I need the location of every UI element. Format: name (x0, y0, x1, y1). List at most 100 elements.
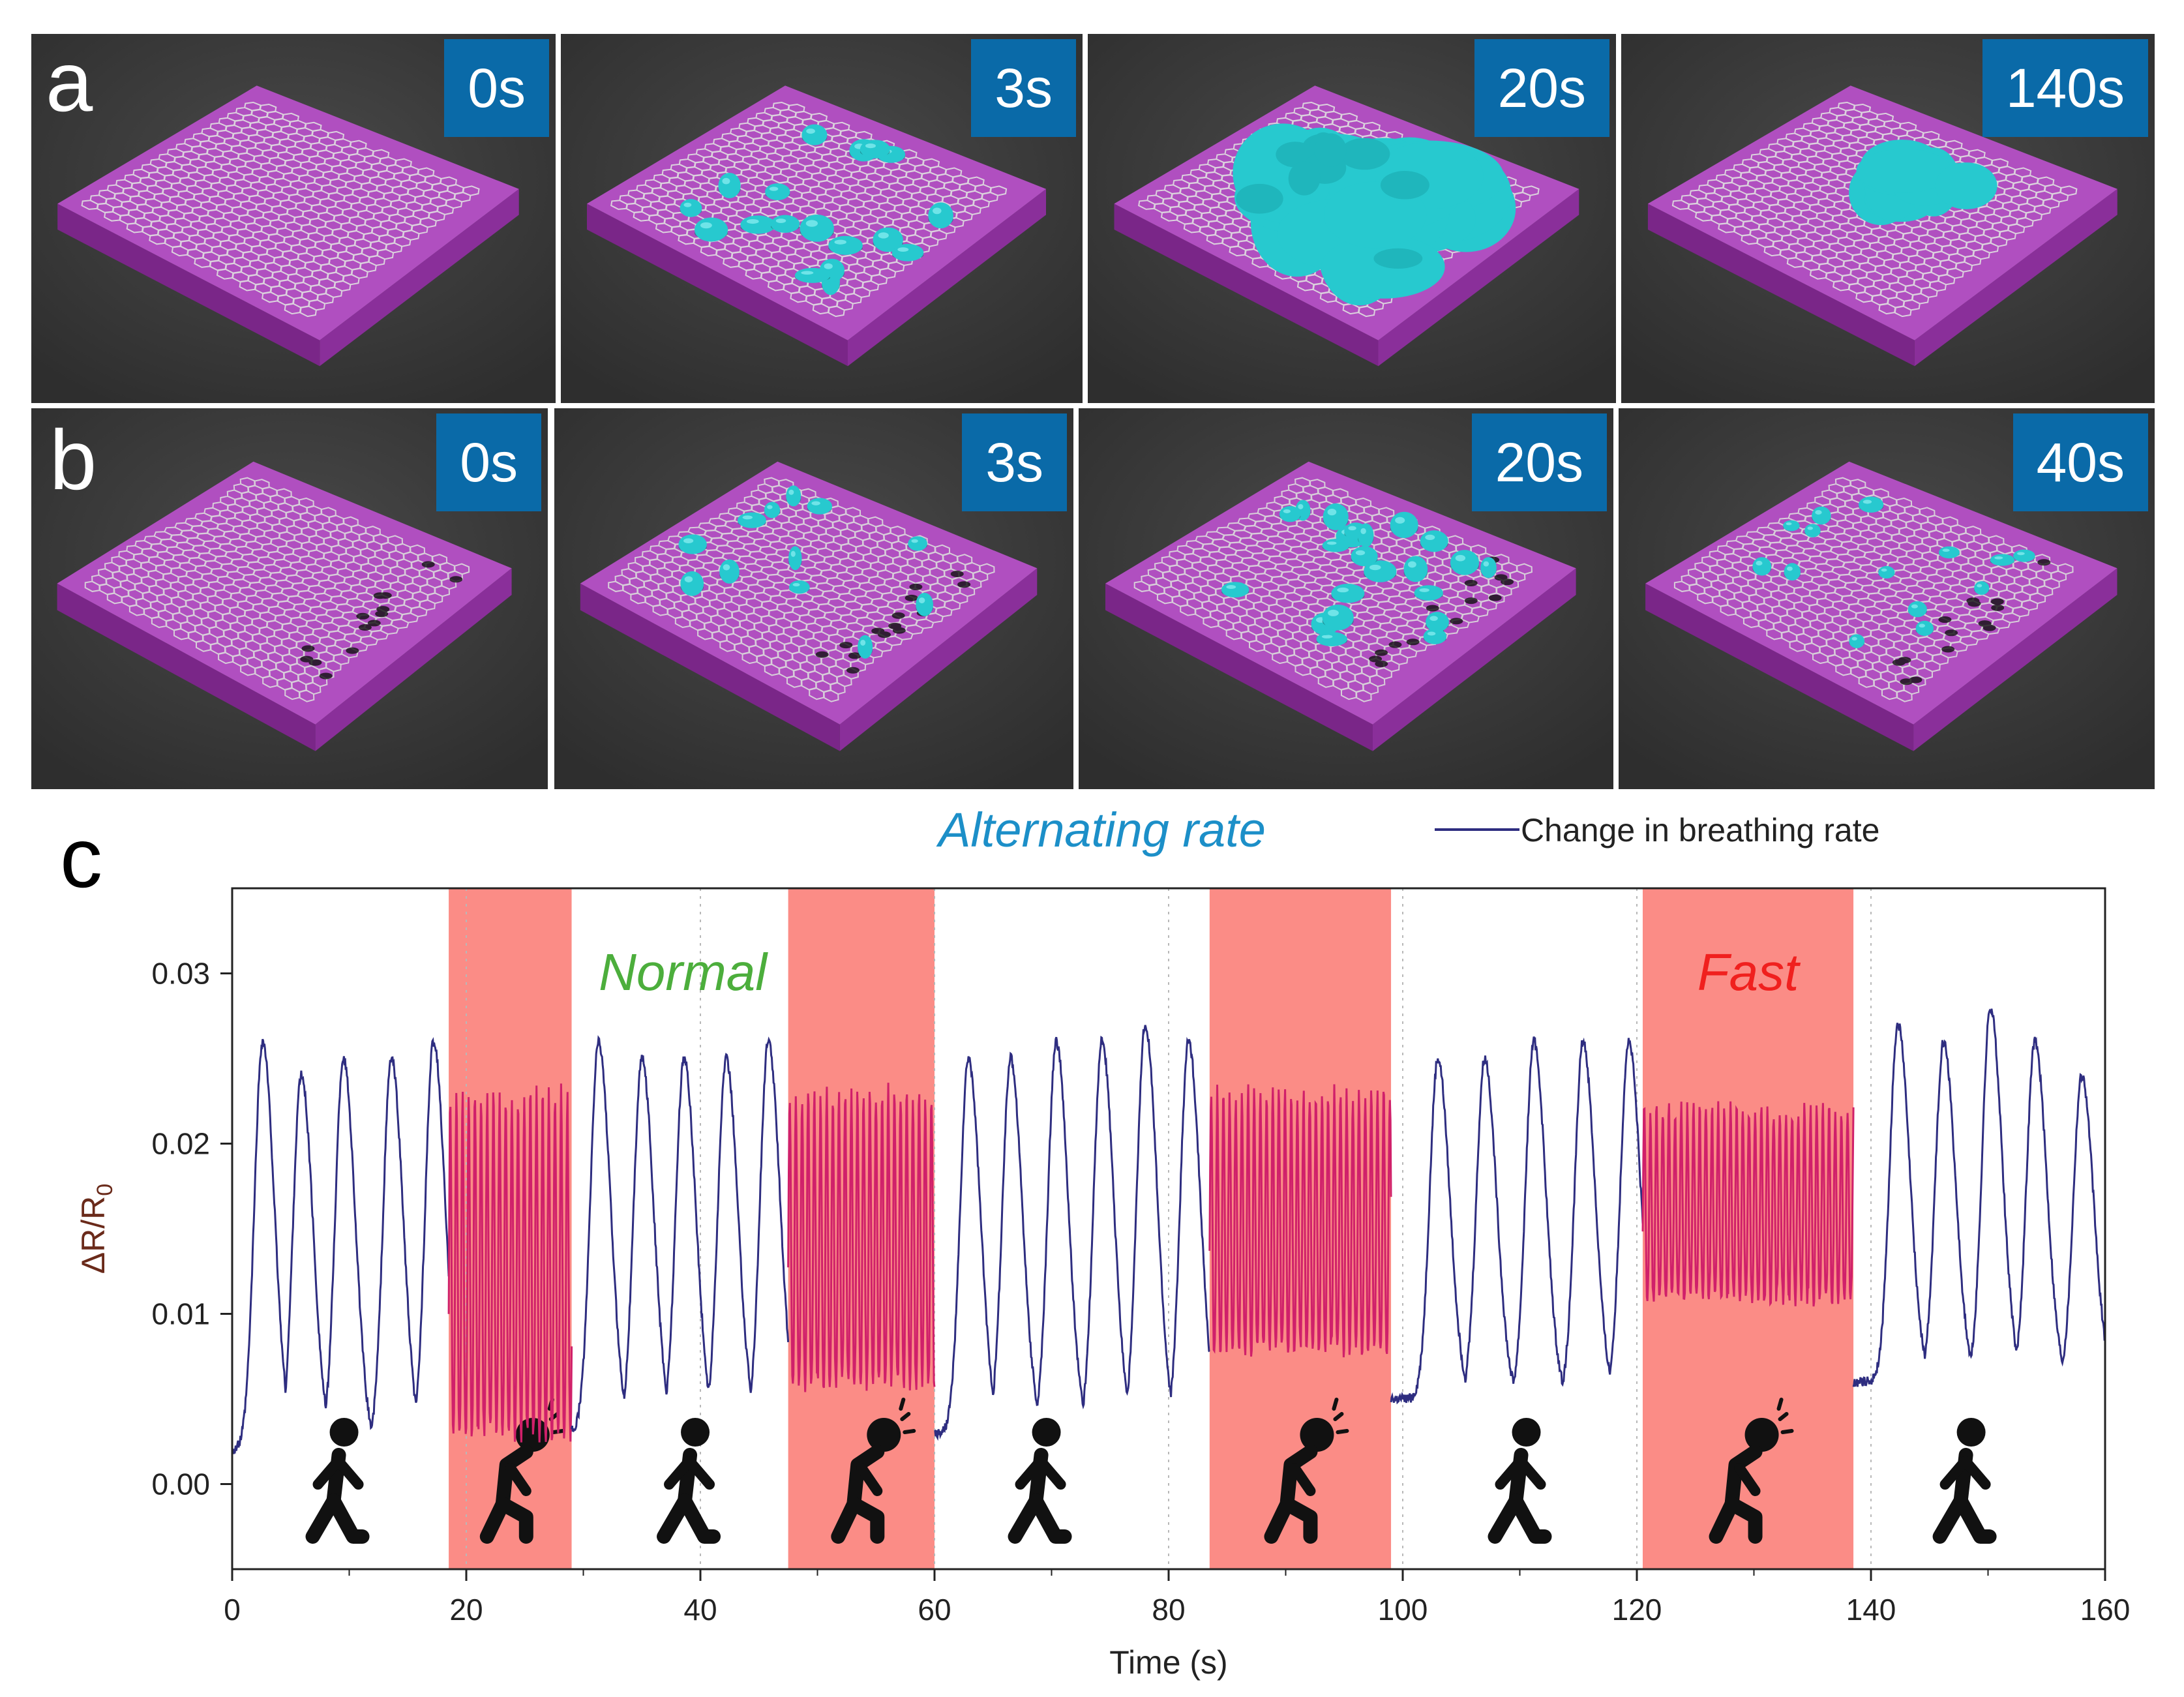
droplet (1859, 496, 1884, 513)
time-badge: 3s (962, 413, 1067, 511)
droplet (1752, 557, 1772, 576)
substrate-front-face (587, 203, 848, 367)
droplet (1322, 605, 1354, 631)
water-droplets (678, 485, 933, 659)
walking-person-icon (657, 1418, 721, 1544)
water-droplets (1221, 500, 1497, 646)
x-tick-label: 100 (1378, 1593, 1428, 1627)
x-tick-label: 20 (449, 1593, 483, 1627)
droplet (1804, 524, 1821, 537)
substrate-side-face (1378, 188, 1579, 367)
substrate-front-face (1114, 203, 1379, 367)
x-tick-label: 40 (683, 1593, 717, 1627)
droplet (788, 546, 802, 571)
droplet (680, 199, 702, 217)
droplet (807, 498, 833, 515)
x-tick-label: 60 (918, 1593, 951, 1627)
row-a-frame-4: 140s (1621, 34, 2155, 403)
panel-label-c: c (60, 810, 102, 905)
droplet (858, 635, 873, 659)
droplet (1990, 554, 2014, 566)
droplet (1322, 539, 1350, 552)
droplet (786, 485, 801, 507)
normal-breathing-series (1852, 1008, 2106, 1387)
row-a-frame-3: 20s (1088, 34, 1616, 403)
y-tick-label: 0.02 (151, 1127, 210, 1161)
droplet (794, 267, 830, 283)
walking-person-icon (1488, 1418, 1552, 1544)
time-badge: 0s (444, 39, 549, 137)
substrate-front-face (580, 583, 840, 751)
fast-annotation: Fast (1698, 943, 1801, 1001)
normal-breathing-series (231, 1037, 450, 1454)
fast-breathing-series (1208, 1084, 1392, 1358)
row-b-frame-4: 40s (1619, 408, 2155, 789)
droplet (1939, 546, 1960, 559)
droplet (764, 502, 781, 518)
droplet (908, 536, 927, 551)
row-a-frame-1: 0s (31, 34, 556, 403)
render-scene (1088, 34, 1616, 403)
walking-person-icon (1932, 1418, 1997, 1544)
x-tick-label: 160 (2080, 1593, 2131, 1627)
substrate-side-face (1913, 568, 2117, 751)
time-badge: 3s (971, 39, 1076, 137)
walking-person-icon (1008, 1418, 1072, 1544)
wrinkle-shadows (815, 570, 971, 674)
droplet (1323, 503, 1349, 530)
panel-label-a: a (46, 34, 93, 129)
droplet (1420, 530, 1448, 552)
row-b-frame-2: 3s (554, 408, 1073, 789)
x-axis-label: Time (s) (1109, 1644, 1227, 1681)
droplet (737, 512, 766, 528)
y-axis-label: ΔR/R0 (75, 1184, 117, 1274)
droplet (788, 580, 810, 594)
x-tick-label: 120 (1612, 1593, 1662, 1627)
droplet (694, 217, 728, 242)
x-tick-label: 0 (224, 1593, 241, 1627)
droplet (1450, 550, 1480, 575)
droplet (928, 202, 953, 229)
graphene-lattice (81, 101, 480, 318)
graphene-lattice (1673, 477, 2074, 702)
x-tick-label: 80 (1152, 1593, 1185, 1627)
fast-breathing-series (1641, 1101, 1855, 1307)
wrinkle-shadows (300, 561, 463, 680)
time-badge: 40s (2012, 413, 2148, 511)
row-b-frame-3: 20s (1079, 408, 1613, 789)
walking-person-icon (305, 1418, 370, 1544)
droplet (740, 215, 776, 234)
droplet (1907, 601, 1927, 618)
droplet (1423, 628, 1447, 644)
water-droplets (1849, 140, 1997, 226)
render-scene (1621, 34, 2155, 403)
droplet (1351, 546, 1378, 567)
row-b-frame-1: 0s (31, 408, 548, 789)
wrinkle-shadows (1369, 556, 1514, 667)
y-tick-label: 0.03 (151, 957, 210, 991)
substrate-side-face (1373, 568, 1576, 751)
render-scene (554, 408, 1073, 789)
x-tick-label: 140 (1846, 1593, 1896, 1627)
panel-label-b: b (50, 412, 97, 507)
droplet (828, 235, 863, 255)
droplet (1221, 582, 1249, 598)
droplet (678, 534, 707, 554)
droplet (1915, 620, 1934, 637)
wrinkle-shadows (1892, 559, 2051, 685)
breathing-chart: 0 20 40 60 80 100 120 140 160 0.00 0.01 0.02 0.03 A… (75, 803, 2131, 1681)
substrate-side-face (315, 568, 512, 751)
droplet (1390, 511, 1418, 539)
graphene-lattice (84, 477, 470, 702)
fast-breathing-series (447, 1083, 573, 1443)
time-badge: 140s (1982, 39, 2148, 137)
normal-breathing-series (571, 1035, 790, 1433)
droplet (680, 571, 704, 596)
droplet (1783, 520, 1800, 532)
droplet (891, 243, 924, 262)
droplet (800, 214, 834, 242)
droplet (770, 215, 800, 233)
exhausted-person-icon (1709, 1398, 1794, 1544)
droplet (1784, 563, 1801, 581)
legend-label: Change in breathing rate (1521, 812, 1879, 848)
